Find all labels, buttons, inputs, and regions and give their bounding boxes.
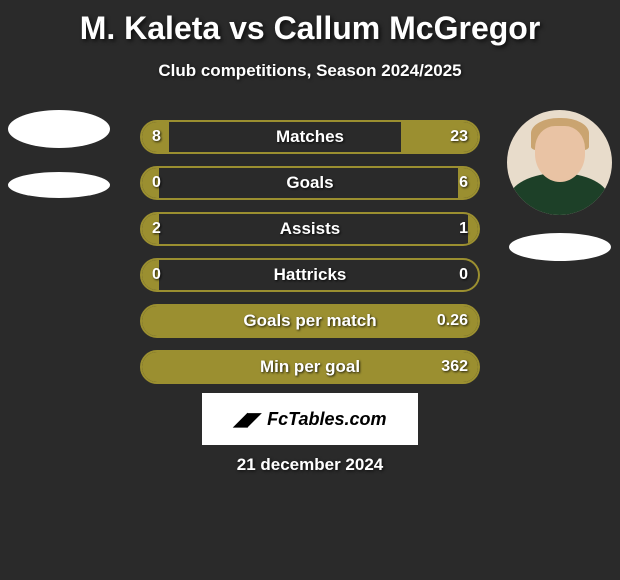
banner-text: FcTables.com bbox=[267, 409, 386, 430]
stat-row: 0Goals6 bbox=[140, 166, 480, 200]
stat-fill-left bbox=[142, 122, 169, 152]
player-left-club-oval bbox=[8, 172, 110, 198]
stat-row: Min per goal362 bbox=[140, 350, 480, 384]
stat-label: Goals bbox=[142, 173, 478, 193]
stat-row: 0Hattricks0 bbox=[140, 258, 480, 292]
stat-fill-right bbox=[458, 168, 478, 198]
stat-fill-left bbox=[142, 168, 159, 198]
stat-row: Goals per match0.26 bbox=[140, 304, 480, 338]
source-banner: ◢◤ FcTables.com bbox=[202, 393, 418, 445]
stat-fill-right bbox=[401, 122, 478, 152]
stat-fill-right bbox=[468, 214, 478, 244]
player-left-panel bbox=[8, 110, 110, 198]
stat-fill-left bbox=[142, 306, 478, 336]
player-right-club-oval bbox=[509, 233, 611, 261]
stat-fill-left bbox=[142, 214, 159, 244]
stats-container: 8Matches23 0Goals6 2Assists1 0Hattricks0 Goa… bbox=[140, 120, 480, 396]
stat-label: Hattricks bbox=[142, 265, 478, 285]
stat-fill-left bbox=[142, 352, 478, 382]
player-right-panel bbox=[507, 110, 612, 261]
comparison-subtitle: Club competitions, Season 2024/2025 bbox=[0, 61, 620, 81]
comparison-date: 21 december 2024 bbox=[0, 455, 620, 475]
player-right-avatar bbox=[507, 110, 612, 215]
player-left-avatar-placeholder bbox=[8, 110, 110, 148]
comparison-title: M. Kaleta vs Callum McGregor bbox=[0, 0, 620, 47]
stat-row: 2Assists1 bbox=[140, 212, 480, 246]
stat-value-right: 1 bbox=[459, 220, 468, 238]
stat-value-right: 0 bbox=[459, 266, 468, 284]
stat-row: 8Matches23 bbox=[140, 120, 480, 154]
stat-fill-left bbox=[142, 260, 159, 290]
stat-label: Assists bbox=[142, 219, 478, 239]
banner-chart-icon: ◢◤ bbox=[233, 409, 261, 430]
